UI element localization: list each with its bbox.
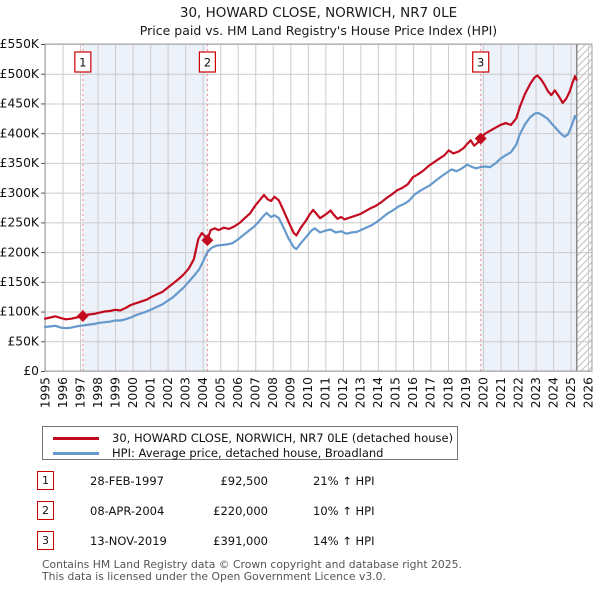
sale-hpi-delta: 10% ↑ HPI <box>313 504 375 518</box>
chart-legend: 30, HOWARD CLOSE, NORWICH, NR7 0LE (deta… <box>42 426 458 460</box>
y-tick-label: £200K <box>0 245 40 259</box>
x-tick-label: 2016 <box>406 377 420 408</box>
x-tick-label: 2025 <box>564 377 578 408</box>
property-price-line <box>43 74 578 321</box>
x-tick-label: 2024 <box>546 377 560 408</box>
sale-date: 28-FEB-1997 <box>90 474 164 488</box>
x-tick-label: 2014 <box>371 377 385 408</box>
y-tick-label: £50K <box>7 334 39 348</box>
y-tick-label: £300K <box>0 186 40 200</box>
footer-line-2: This data is licensed under the Open Gov… <box>42 569 386 583</box>
sale-row-1: 1 28-FEB-1997 £92,500 21% ↑ HPI <box>0 471 600 491</box>
gridlines <box>45 44 592 372</box>
sale-number-box <box>198 51 217 73</box>
sale-marker <box>76 310 89 322</box>
x-tick-label: 1997 <box>73 377 87 408</box>
page-subtitle: Price paid vs. HM Land Registry's House … <box>139 23 498 38</box>
y-tick-label: £350K <box>0 156 40 170</box>
x-tick-label: 2021 <box>494 377 508 408</box>
x-tick-label: 2022 <box>511 377 525 408</box>
x-tick-label: 1999 <box>108 377 122 408</box>
license-footer: Contains HM Land Registry data © Crown c… <box>42 559 462 582</box>
hpi-line-swatch <box>53 451 99 455</box>
legend-item-property: 30, HOWARD CLOSE, NORWICH, NR7 0LE (deta… <box>53 430 453 446</box>
sale-row-3: 3 13-NOV-2019 £391,000 14% ↑ HPI <box>0 531 600 551</box>
x-tick-label: 1995 <box>38 377 52 408</box>
plot-border <box>44 43 593 372</box>
x-tick-label: 2013 <box>354 377 368 408</box>
y-tick-label: £150K <box>0 275 40 289</box>
x-tick-label: 2023 <box>529 377 543 408</box>
sale-hpi-delta: 14% ↑ HPI <box>313 534 375 548</box>
x-tick-label: 2019 <box>459 377 473 408</box>
x-tick-label: 2001 <box>143 377 157 408</box>
x-tick-label: 2020 <box>476 377 490 408</box>
sale-number-box <box>472 51 490 73</box>
sale-number-box-label: 1 <box>79 56 86 70</box>
sale-hpi-delta: 21% ↑ HPI <box>313 474 375 488</box>
y-tick-label: £500K <box>0 67 40 81</box>
sale-number-badge: 1 <box>37 471 54 490</box>
y-tick-label: £550K <box>0 37 40 51</box>
x-tick-label: 2003 <box>178 377 192 408</box>
y-tick-label: £100K <box>0 305 40 319</box>
ownership-shaded-region <box>480 44 577 371</box>
ownership-shaded-region <box>82 44 208 371</box>
page-title: 30, HOWARD CLOSE, NORWICH, NR7 0LE <box>179 5 458 21</box>
x-tick-label: 2000 <box>126 377 140 408</box>
legend-item-hpi: HPI: Average price, detached house, Broa… <box>53 445 383 461</box>
sale-date: 08-APR-2004 <box>90 504 165 518</box>
hpi-line <box>43 111 578 330</box>
y-tick-label: £400K <box>0 126 40 140</box>
sale-number-box <box>74 51 92 73</box>
y-tick-label: £250K <box>0 216 40 230</box>
x-tick-label: 2004 <box>196 377 210 408</box>
legend-label-property: 30, HOWARD CLOSE, NORWICH, NR7 0LE (deta… <box>112 431 454 445</box>
x-tick-label: 1996 <box>56 377 70 408</box>
x-tick-label: 2009 <box>284 377 298 408</box>
x-tick-label: 2018 <box>441 377 455 408</box>
price-chart: 1 2 3 £0 £50K £100K £150K £200K £250K £300K £350K £… <box>0 37 595 408</box>
x-tick-label: 2015 <box>389 377 403 408</box>
x-tick-label: 2006 <box>231 377 245 408</box>
x-tick-label: 2010 <box>301 377 315 408</box>
x-tick-label: 2026 <box>581 377 595 408</box>
x-tick-label: 2007 <box>249 377 263 408</box>
x-tick-label: 2012 <box>336 377 350 408</box>
sale-price: £220,000 <box>213 504 268 518</box>
sale-number-box-label: 2 <box>204 56 211 70</box>
sale-date: 13-NOV-2019 <box>90 534 167 548</box>
sale-number-badge: 3 <box>37 531 54 550</box>
property-line-swatch <box>53 436 99 440</box>
sale-row-2: 2 08-APR-2004 £220,000 10% ↑ HPI <box>0 501 600 521</box>
x-tick-label: 2005 <box>214 377 228 408</box>
future-hatch-region <box>576 44 592 371</box>
sale-marker <box>201 234 214 247</box>
x-tick-label: 2011 <box>319 377 333 408</box>
sale-number-box-label: 3 <box>477 56 484 70</box>
y-tick-label: £450K <box>0 97 40 111</box>
sale-number-badge: 2 <box>37 501 54 520</box>
x-tick-label: 2017 <box>424 377 438 408</box>
legend-label-hpi: HPI: Average price, detached house, Broa… <box>112 446 384 460</box>
x-tick-label: 2008 <box>266 377 280 408</box>
sale-price: £92,500 <box>220 474 268 488</box>
y-tick-label: £0 <box>23 364 39 378</box>
footer-line-1: Contains HM Land Registry data © Crown c… <box>42 558 462 571</box>
x-tick-label: 2002 <box>161 377 175 408</box>
x-tick-label: 1998 <box>91 377 105 408</box>
sale-price: £391,000 <box>213 534 268 548</box>
